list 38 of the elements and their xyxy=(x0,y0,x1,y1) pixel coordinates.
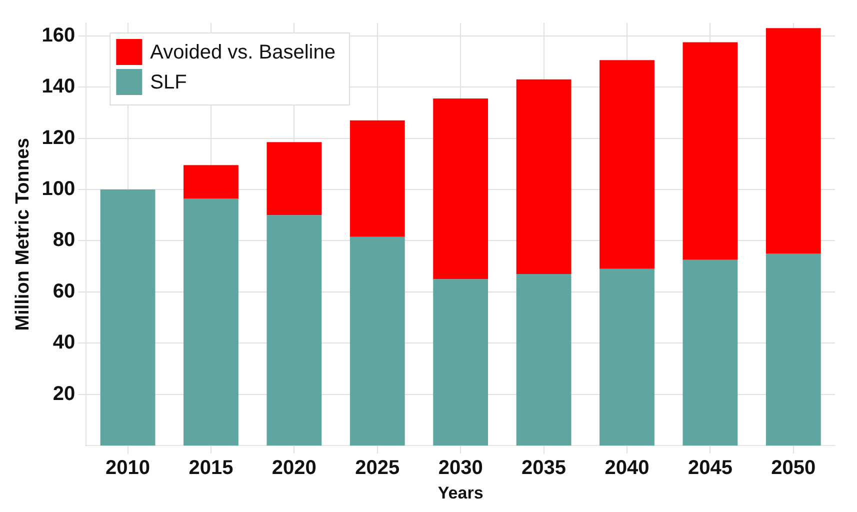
bar xyxy=(184,198,238,446)
bar xyxy=(100,189,156,446)
y-tick-label: 20 xyxy=(52,382,76,405)
legend-label: SLF xyxy=(150,72,187,94)
x-tick-label: 2025 xyxy=(355,457,400,480)
x-tick-label: 2010 xyxy=(106,457,150,480)
x-tick-label: 2030 xyxy=(438,457,483,480)
bar xyxy=(682,42,738,260)
y-tick-label: 160 xyxy=(42,24,76,46)
legend-label: Avoided vs. Baseline xyxy=(150,42,336,64)
x-tick-label: 2015 xyxy=(188,457,234,480)
y-tick-label: 120 xyxy=(42,126,76,149)
bar xyxy=(766,254,821,446)
x-axis-title: Years xyxy=(438,483,484,502)
bar xyxy=(266,215,322,446)
y-tick-label: 40 xyxy=(52,332,76,354)
y-tick-label: 60 xyxy=(52,280,76,302)
bar xyxy=(184,165,238,198)
bar xyxy=(766,28,821,254)
bar xyxy=(266,142,322,216)
x-tick-label: 2035 xyxy=(522,457,566,480)
bar xyxy=(516,79,572,274)
bar xyxy=(433,98,488,280)
x-tick-label: 2045 xyxy=(688,457,732,480)
bar xyxy=(682,260,738,446)
y-axis-title: Million Metric Tonnes xyxy=(12,138,34,331)
x-tick-label: 2020 xyxy=(272,457,316,480)
bar xyxy=(600,60,654,269)
x-tick-label: 2050 xyxy=(771,457,816,480)
bar xyxy=(433,279,488,446)
bar xyxy=(350,236,405,446)
bar xyxy=(600,268,654,446)
y-tick-label: 140 xyxy=(42,76,76,98)
y-tick-label: 100 xyxy=(42,178,76,200)
bar xyxy=(516,274,572,446)
bar xyxy=(350,120,405,237)
y-tick-label: 80 xyxy=(52,229,76,252)
x-tick-label: 2040 xyxy=(604,457,650,480)
